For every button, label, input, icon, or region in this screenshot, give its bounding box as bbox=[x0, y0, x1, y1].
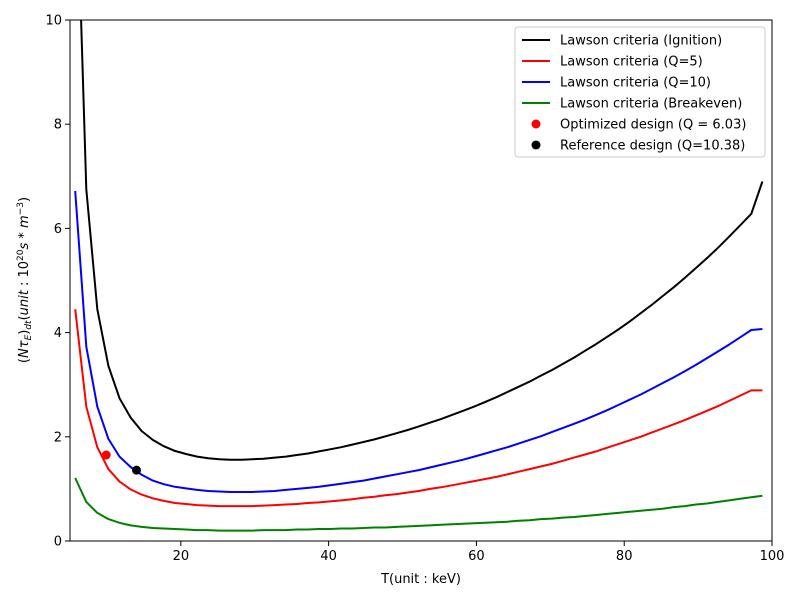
legend-label: Lawson criteria (Q=10) bbox=[560, 76, 711, 91]
legend-label: Optimized design (Q = 6.03) bbox=[560, 118, 746, 133]
legend-box bbox=[514, 26, 766, 158]
legend-label: Reference design (Q=10.38) bbox=[560, 139, 745, 154]
legend-label: Lawson criteria (Ignition) bbox=[560, 34, 722, 49]
x-tick-label: 60 bbox=[468, 549, 485, 564]
design-point-1 bbox=[132, 465, 142, 475]
x-axis-label: T(unit : keV) bbox=[380, 572, 461, 587]
series-layer bbox=[74, 20, 764, 532]
x-tick-label: 20 bbox=[173, 549, 190, 564]
y-axis: 0 2 4 6 8 10 bbox=[45, 14, 70, 550]
plot-frame bbox=[69, 19, 773, 542]
series-line-3 bbox=[74, 477, 763, 532]
y-axis-label: (NτE)dt(unit : 1020s * m−3) bbox=[16, 197, 34, 363]
legend-swatch-point bbox=[531, 140, 541, 150]
y-tick-label: 6 bbox=[54, 222, 62, 237]
legend-swatch-point bbox=[531, 119, 541, 129]
design-point-0 bbox=[101, 450, 111, 460]
x-tick-label: 80 bbox=[616, 549, 633, 564]
legend: Lawson criteria (Ignition) Lawson criteri… bbox=[514, 26, 766, 158]
y-tick-label: 8 bbox=[54, 118, 62, 133]
points-layer bbox=[101, 450, 142, 475]
y-tick-label: 10 bbox=[45, 14, 62, 29]
y-tick-label: 0 bbox=[54, 535, 62, 550]
legend-label: Lawson criteria (Q=5) bbox=[560, 55, 703, 70]
series-line-0 bbox=[80, 20, 764, 461]
x-axis: 20 40 60 80 100 bbox=[173, 541, 785, 564]
series-line-1 bbox=[74, 309, 763, 508]
series-line-2 bbox=[74, 190, 763, 493]
legend-label: Lawson criteria (Breakeven) bbox=[560, 97, 742, 112]
x-tick-label: 100 bbox=[760, 549, 785, 564]
x-tick-label: 40 bbox=[320, 549, 337, 564]
y-tick-label: 2 bbox=[54, 430, 62, 445]
y-tick-label: 4 bbox=[54, 326, 62, 341]
